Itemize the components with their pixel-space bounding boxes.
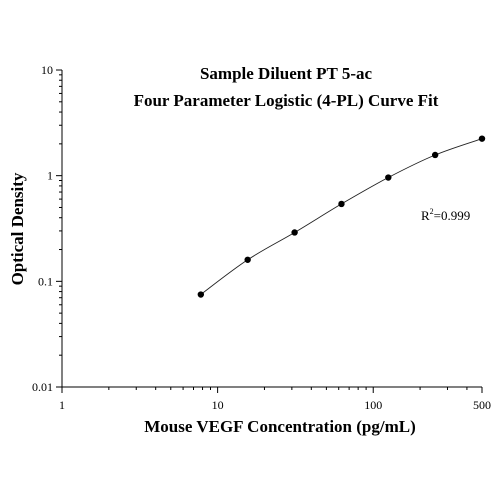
chart-subtitle: Four Parameter Logistic (4-PL) Curve Fit <box>134 91 439 110</box>
y-tick-label: 0.01 <box>32 380 53 394</box>
data-points <box>197 135 486 298</box>
data-point <box>244 256 251 263</box>
x-tick-label: 10 <box>212 398 224 412</box>
data-point <box>385 174 392 181</box>
y-tick-label: 0.1 <box>38 274 53 288</box>
x-axis-label: Mouse VEGF Concentration (pg/mL) <box>144 417 416 436</box>
data-point <box>338 200 345 208</box>
x-axis-ticks: 1 10 100 500 <box>59 387 491 412</box>
y-axis-label: Optical Density <box>8 172 27 285</box>
r-squared-annotation: R2=0.999 <box>421 207 470 223</box>
data-point <box>291 229 298 236</box>
data-point <box>431 151 439 159</box>
x-tick-label: 1 <box>59 398 65 412</box>
plot-axes <box>61 70 482 388</box>
data-point <box>478 135 486 142</box>
x-tick-label: 100 <box>364 398 382 412</box>
y-tick-label: 1 <box>47 169 53 183</box>
y-tick-label: 10 <box>41 63 53 77</box>
chart-title: Sample Diluent PT 5-ac <box>200 64 373 83</box>
x-tick-label: 500 <box>473 398 491 412</box>
data-point <box>197 291 205 298</box>
y-axis-ticks: 0.01 0.1 1 10 <box>32 63 62 394</box>
